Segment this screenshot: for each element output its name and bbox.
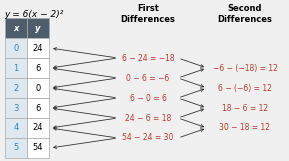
Text: 54: 54: [33, 143, 43, 152]
Text: 6 − (−6) = 12: 6 − (−6) = 12: [218, 84, 272, 93]
Bar: [5, 98, 27, 118]
Bar: [27, 98, 49, 118]
Text: 1: 1: [13, 63, 18, 72]
Bar: [5, 138, 27, 158]
Bar: [27, 18, 49, 38]
Text: 24: 24: [33, 123, 43, 133]
Text: Second
Differences: Second Differences: [218, 4, 273, 24]
Bar: [27, 78, 49, 98]
Text: 18 − 6 = 12: 18 − 6 = 12: [222, 104, 268, 113]
Text: 0 − 6 = −6: 0 − 6 = −6: [126, 74, 170, 82]
Text: 54 − 24 = 30: 54 − 24 = 30: [122, 133, 174, 142]
Bar: [27, 58, 49, 78]
Text: 6 − 0 = 6: 6 − 0 = 6: [129, 94, 166, 103]
Bar: [5, 58, 27, 78]
Bar: [27, 118, 49, 138]
Text: 0: 0: [13, 43, 18, 52]
Text: 2: 2: [13, 84, 18, 93]
Text: 5: 5: [13, 143, 18, 152]
Text: −6 − (−18) = 12: −6 − (−18) = 12: [213, 63, 277, 72]
Text: 24: 24: [33, 43, 43, 52]
Text: x: x: [13, 24, 19, 33]
Bar: [5, 78, 27, 98]
Text: y = 6(x − 2)²: y = 6(x − 2)²: [4, 10, 63, 19]
Text: 4: 4: [13, 123, 18, 133]
Bar: [5, 118, 27, 138]
Bar: [27, 138, 49, 158]
Text: 6: 6: [35, 104, 41, 113]
Bar: [5, 38, 27, 58]
Text: y: y: [35, 24, 41, 33]
Text: 6: 6: [35, 63, 41, 72]
Text: 24 − 6 = 18: 24 − 6 = 18: [125, 114, 171, 123]
Bar: [5, 18, 27, 38]
Text: 30 − 18 = 12: 30 − 18 = 12: [220, 123, 271, 133]
Text: 6 − 24 = −18: 6 − 24 = −18: [122, 53, 174, 62]
Text: First
Differences: First Differences: [121, 4, 175, 24]
Text: 3: 3: [13, 104, 19, 113]
Bar: [27, 38, 49, 58]
Text: 0: 0: [35, 84, 41, 93]
